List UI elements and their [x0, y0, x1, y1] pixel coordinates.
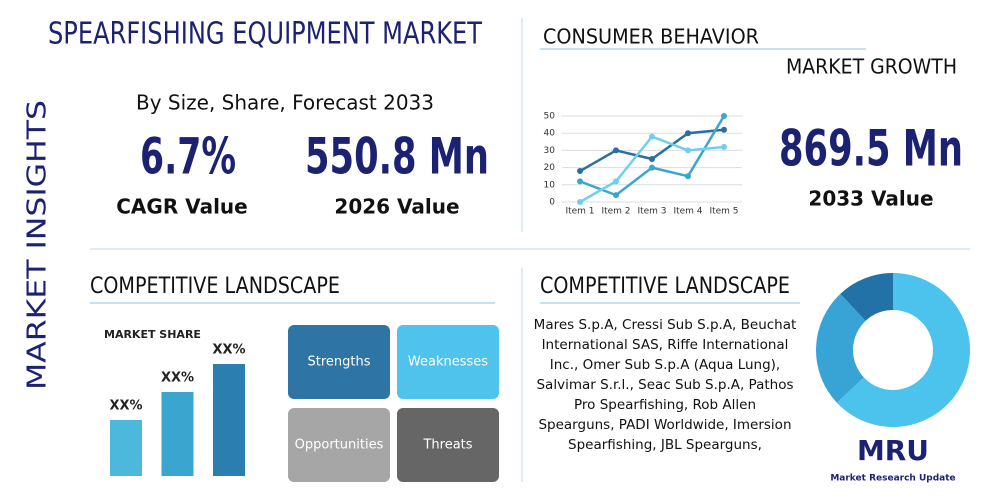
stat-label: CAGR Value [116, 195, 247, 219]
y-tick-label: 20 [544, 163, 556, 173]
stat-label: 2026 Value [334, 195, 459, 219]
donut-segment [840, 273, 893, 321]
heading: MARKET GROWTH [786, 55, 957, 79]
point [577, 168, 583, 175]
y-tick-label: 0 [549, 198, 555, 208]
bar [161, 392, 194, 476]
value-label: XX% [212, 343, 245, 358]
point [721, 126, 727, 133]
company-line: Spearguns, PADI Worldwide, Imersion [538, 417, 791, 433]
heading: COMPETITIVE LANDSCAPE [540, 274, 790, 299]
point [613, 178, 619, 185]
point [685, 147, 691, 154]
heading: CONSUMER BEHAVIOR [543, 25, 759, 49]
y-tick-label: 10 [544, 180, 556, 190]
swot-box [288, 325, 390, 399]
point [649, 156, 655, 162]
swot-box [397, 325, 499, 399]
chart-title: MARKET SHARE [104, 328, 201, 341]
point [649, 133, 655, 140]
logo-name: Market Research Update [830, 474, 955, 484]
company-line: Salvimar S.r.l., Seac Sub S.p.A, Pathos [536, 377, 793, 393]
point [613, 192, 619, 199]
logo-mark: MRU [857, 434, 929, 467]
x-tick-label: Item 2 [601, 207, 630, 217]
company-line: Pro Spearfishing, Rob Allen [574, 397, 756, 413]
company-line: Inc., Omer Sub S.p.A (Aqua Lung), [550, 357, 780, 373]
point [577, 199, 583, 205]
bar [213, 364, 245, 476]
value-label: XX% [109, 399, 142, 414]
company-line: International SAS, Riffe International [542, 337, 789, 353]
side-label: MARKET INSIGHTS [23, 100, 53, 390]
stat-value: 6.7% [140, 128, 236, 186]
stat-label: 2033 Value [808, 187, 933, 211]
x-tick-label: Item 4 [673, 207, 702, 217]
point [577, 178, 583, 185]
x-tick-label: Item 3 [637, 207, 666, 217]
company-line: Mares S.p.A, Cressi Sub S.p.A, Beuchat [534, 317, 797, 333]
value-label: XX% [161, 371, 194, 386]
title: SPEARFISHING EQUIPMENT MARKET [48, 17, 483, 52]
swot-label: Threats [422, 438, 472, 453]
company-line: Spearfishing, JBL Spearguns, [568, 437, 762, 453]
x-tick-label: Item 5 [709, 207, 738, 217]
y-tick-label: 40 [544, 129, 556, 139]
stat-value: 550.8 Mn [305, 128, 489, 186]
point [613, 147, 619, 154]
donut-segment [816, 293, 866, 403]
swot-box [397, 408, 499, 482]
swot-label: Strengths [307, 355, 370, 370]
point [721, 113, 727, 119]
subtitle: By Size, Share, Forecast 2033 [136, 91, 434, 115]
donut-segment [836, 273, 970, 427]
stat-value: 869.5 Mn [779, 120, 963, 178]
point [721, 143, 727, 150]
swot-box [288, 408, 390, 482]
y-tick-label: 30 [544, 146, 556, 156]
point [649, 164, 655, 171]
y-tick-label: 50 [544, 112, 556, 122]
point [685, 173, 691, 180]
swot-label: Weaknesses [408, 355, 488, 370]
x-tick-label: Item 1 [565, 207, 594, 217]
bar [110, 420, 142, 476]
heading: COMPETITIVE LANDSCAPE [90, 274, 340, 299]
point [685, 130, 691, 137]
swot-label: Opportunities [295, 438, 384, 453]
